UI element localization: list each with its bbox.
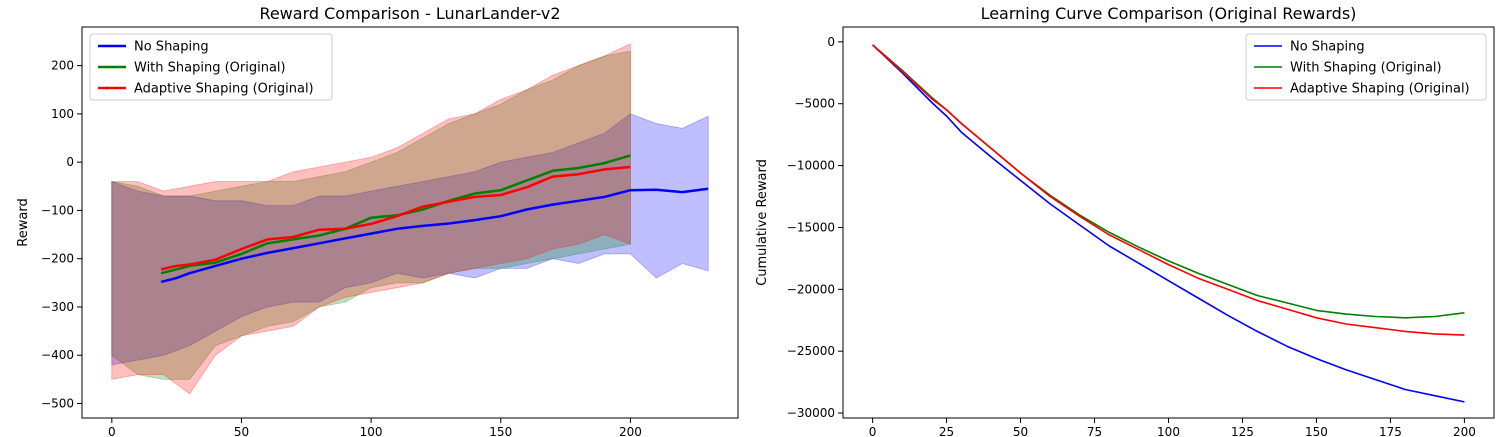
band-1 [111, 50, 631, 380]
learning-curve-chart: Learning Curve Comparison (Original Rewa… [755, 4, 1495, 437]
y-tick-label: −200 [41, 252, 74, 266]
y-axis-label: Cumulative Reward [755, 159, 770, 286]
y-tick-label: −25000 [787, 344, 835, 358]
legend-box [1245, 33, 1487, 101]
y-tick-label: −10000 [787, 159, 835, 173]
y-tick-label: −400 [41, 348, 74, 362]
plot-frame [81, 26, 739, 419]
chart-title: Reward Comparison - LunarLander-v2 [259, 4, 560, 23]
y-tick-label: −100 [41, 203, 74, 217]
y-tick-label: 0 [827, 35, 835, 49]
x-tick-label: 125 [1231, 425, 1254, 437]
x-tick-label: 150 [1305, 425, 1328, 437]
reward-comparison-chart: Reward Comparison - LunarLander-v2 0 50 10… [16, 4, 739, 437]
x-tick-label: 50 [1013, 425, 1028, 437]
x-tick-label: 100 [1157, 425, 1180, 437]
y-tick-label: −500 [41, 397, 74, 411]
x-axis-ticks: 0 25 50 75 100 125 150 175 200 [869, 418, 1476, 437]
chart-title: Learning Curve Comparison (Original Rewa… [981, 4, 1357, 23]
legend-entry-label: No Shaping [134, 40, 209, 55]
legend: No Shaping With Shaping (Original) Adaptiv… [1245, 33, 1487, 101]
y-tick-label: 100 [51, 107, 74, 121]
legend: No Shaping With Shaping (Original) Adaptiv… [89, 33, 333, 101]
y-tick-label: 200 [51, 59, 74, 73]
x-tick-label: 200 [619, 425, 642, 437]
y-tick-label: −15000 [787, 220, 835, 234]
x-tick-label: 75 [1087, 425, 1102, 437]
x-tick-label: 50 [234, 425, 249, 437]
series-line-2 [160, 165, 631, 271]
x-axis-ticks: 0 50 100 150 200 [108, 418, 642, 437]
x-tick-label: 100 [360, 425, 383, 437]
x-tick-label: 200 [1453, 425, 1476, 437]
series-line-0 [872, 44, 1465, 403]
y-tick-label: −5000 [794, 97, 835, 111]
y-axis-ticks: 0 −5000 −10000 −15000 −20000 −25000 −30000 [787, 35, 843, 420]
legend-entry-label: Adaptive Shaping (Original) [1290, 82, 1470, 97]
legend-entry-label: Adaptive Shaping (Original) [134, 82, 314, 97]
y-axis-label: Reward [16, 198, 31, 246]
series-line-2 [872, 44, 1465, 336]
x-tick-label: 0 [869, 425, 877, 437]
legend-box [89, 33, 333, 101]
series-line-0 [160, 187, 709, 284]
legend-entry-label: With Shaping (Original) [134, 61, 286, 76]
x-tick-label: 25 [939, 425, 954, 437]
y-axis-ticks: −500 −400 −300 −200 −100 0 100 200 [41, 59, 82, 411]
y-tick-label: −30000 [787, 406, 835, 420]
x-tick-label: 0 [108, 425, 116, 437]
x-tick-label: 150 [489, 425, 512, 437]
x-tick-label: 175 [1379, 425, 1402, 437]
series-line-1 [160, 154, 631, 275]
series-lines [872, 44, 1465, 403]
legend-entry-label: No Shaping [1290, 40, 1365, 55]
legend-entry-label: With Shaping (Original) [1290, 61, 1442, 76]
y-tick-label: 0 [66, 155, 74, 169]
y-tick-label: −300 [41, 300, 74, 314]
y-tick-label: −20000 [787, 282, 835, 296]
series-lines [160, 154, 709, 284]
